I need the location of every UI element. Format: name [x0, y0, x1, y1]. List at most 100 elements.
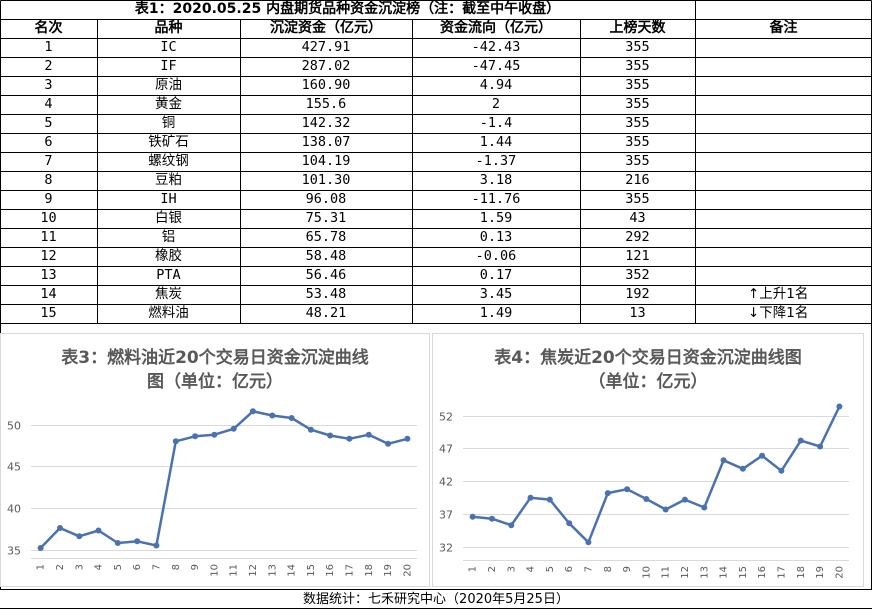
chart-title-line-2: （单位：亿元） [588, 372, 708, 392]
x-tick-label: 20 [834, 566, 845, 579]
y-tick-label: 40 [7, 503, 21, 516]
table-cell: 0.13 [479, 229, 513, 245]
chart-title-line-1: 表4：焦炭近20个交易日资金沉淀曲线图 [494, 348, 802, 368]
x-tick-label: 7 [583, 566, 594, 572]
y-tick-label: 45 [7, 461, 21, 474]
table-cell: 48.21 [305, 305, 347, 321]
table-cell: 355 [625, 96, 650, 112]
data-point [797, 437, 804, 444]
table-cell: 65.78 [305, 229, 347, 245]
table-cell: 138.07 [301, 134, 351, 150]
data-point [527, 494, 534, 501]
table-cell: -42.43 [471, 39, 521, 55]
data-point [57, 525, 63, 531]
table-cell: 142.32 [301, 115, 351, 131]
table-cell: 75.31 [305, 210, 347, 226]
table-cell: 287.02 [301, 58, 351, 74]
table-cell: IH [160, 191, 177, 207]
data-point [365, 431, 372, 438]
data-point [681, 496, 688, 503]
table-cell: 焦炭 [155, 286, 182, 302]
x-tick-label: 15 [738, 566, 749, 579]
data-point [739, 465, 746, 472]
y-tick-label: 37 [439, 509, 453, 522]
data-point [288, 415, 295, 421]
x-tick-label: 2 [487, 566, 498, 572]
table-cell: 355 [625, 39, 650, 55]
table-cell: 101.30 [301, 172, 351, 188]
x-tick-label: 10 [209, 564, 220, 577]
table-cell: 13 [629, 305, 646, 321]
x-tick-label: 19 [383, 564, 394, 577]
x-tick-label: 10 [641, 566, 652, 579]
data-point [153, 542, 160, 549]
data-point [759, 452, 766, 459]
table-cell: 160.90 [301, 77, 351, 93]
table-cell: 燃料油 [148, 305, 189, 321]
data-point [643, 496, 650, 502]
table-cell: 15 [40, 305, 57, 321]
x-tick-label: 2 [55, 564, 66, 570]
data-point [346, 435, 353, 442]
x-tick-label: 5 [113, 564, 124, 570]
x-tick-label: 16 [325, 564, 336, 577]
column-header: 资金流向（亿元） [440, 20, 552, 36]
table-cell-note: ↓下降1名 [748, 305, 809, 321]
table-cell: 8 [44, 172, 53, 188]
data-point [76, 533, 83, 540]
x-tick-label: 17 [776, 566, 787, 579]
x-tick-label: 15 [306, 564, 317, 577]
chart-title-line-1: 表3：燃料油近20个交易日资金沉淀曲线 [61, 348, 369, 368]
table-cell: 12 [40, 248, 57, 264]
table-cell: 2 [491, 96, 501, 112]
table-cell: 43 [629, 210, 646, 226]
x-tick-label: 18 [796, 566, 807, 579]
y-tick-label: 52 [439, 411, 453, 424]
data-point [172, 438, 179, 445]
data-point [134, 538, 141, 545]
table-cell: IF [160, 58, 177, 74]
table-cell: 1.49 [479, 305, 513, 321]
table-cell: 1.44 [479, 134, 513, 150]
table-cell: 355 [625, 153, 650, 169]
table-cell: 14 [40, 286, 57, 302]
table-cell: -1.4 [479, 115, 513, 131]
x-tick-label: 1 [36, 564, 47, 570]
table-cell: 58.48 [305, 248, 347, 264]
x-tick-label: 1 [468, 566, 479, 572]
table-cell: 96.08 [305, 191, 347, 207]
table-cell: 4 [44, 96, 53, 112]
x-tick-label: 8 [171, 564, 182, 570]
data-point [624, 486, 631, 493]
table-cell-note: ↑上升1名 [748, 286, 809, 302]
table-cell: -11.76 [471, 191, 521, 207]
series-line [39, 410, 408, 549]
table-cell: 2 [44, 58, 53, 74]
table-cell: 355 [625, 115, 650, 131]
table-cell: 5 [44, 115, 53, 131]
table-cell: 56.46 [305, 267, 347, 283]
table-cell: 铁矿石 [148, 134, 189, 150]
x-tick-label: 4 [526, 566, 537, 572]
table-cell: 292 [625, 229, 650, 245]
y-tick-label: 50 [7, 420, 21, 433]
data-point [37, 545, 44, 551]
table-cell: 355 [625, 134, 650, 150]
table-cell: 白银 [155, 210, 182, 226]
table-cell: 192 [625, 286, 650, 302]
table-cell: 0.17 [479, 267, 513, 283]
table-cell: 355 [625, 191, 650, 207]
table-cell: -0.06 [475, 248, 517, 264]
x-tick-label: 14 [287, 564, 298, 577]
series-line [472, 405, 841, 544]
table-cell: 黄金 [155, 96, 182, 112]
x-tick-label: 14 [719, 566, 730, 579]
data-point [95, 527, 102, 534]
table-cell: 3.18 [479, 172, 513, 188]
table-cell: 104.19 [301, 153, 351, 169]
table-cell: -1.37 [475, 153, 517, 169]
table-cell: 10 [40, 210, 57, 226]
table-cell: 1 [44, 39, 53, 55]
